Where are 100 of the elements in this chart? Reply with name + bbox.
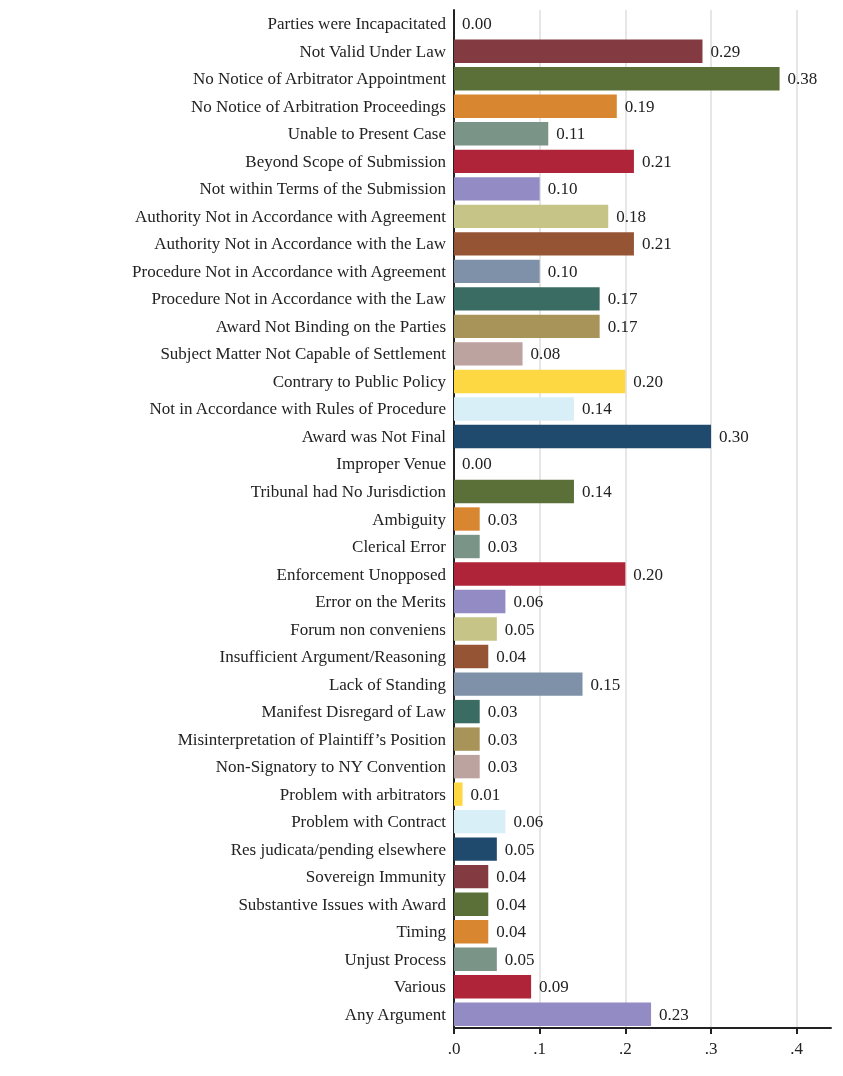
data-label: 0.03: [487, 509, 518, 529]
y-tick-label: Award was Not Final: [301, 426, 447, 446]
y-tick-label: Enforcement Unopposed: [276, 564, 447, 584]
data-label: 0.20: [633, 371, 664, 391]
data-label: 0.21: [641, 234, 672, 254]
bar: [454, 177, 540, 201]
y-tick-label: Substantive Issues with Award: [238, 894, 447, 914]
bar: [454, 507, 480, 531]
y-tick-label: Award Not Binding on the Parties: [215, 316, 446, 336]
y-tick-label: Any Argument: [344, 1004, 447, 1024]
bar: [454, 39, 703, 63]
data-label: 0.05: [504, 949, 535, 969]
bar: [454, 920, 489, 944]
y-tick-label: Insufficient Argument/Reasoning: [219, 647, 447, 667]
data-label: 0.17: [607, 316, 638, 336]
x-tick-label: .3: [704, 1039, 718, 1058]
data-label: 0.18: [616, 206, 646, 226]
bar: [454, 644, 489, 669]
y-tick-label: Procedure Not in Accordance with the Law: [151, 289, 447, 309]
bar: [454, 479, 574, 504]
data-label: 0.15: [590, 674, 621, 694]
bar: [454, 837, 497, 861]
x-tick-label: .4: [790, 1039, 804, 1058]
data-label: 0.20: [633, 564, 664, 584]
bar: [454, 975, 532, 999]
bar: [454, 727, 480, 751]
x-tick-label: .1: [533, 1039, 547, 1058]
data-label: 0.08: [530, 344, 561, 364]
data-label: 0.03: [487, 702, 518, 722]
data-label: 0.14: [581, 481, 613, 501]
y-tick-label: Misinterpretation of Plaintiff’s Position: [177, 729, 447, 749]
bar: [454, 424, 712, 449]
y-tick-label: No Notice of Arbitrator Appointment: [192, 69, 447, 89]
data-label: 0.14: [581, 399, 613, 419]
data-label: 0.23: [659, 1004, 689, 1024]
data-label: 0.29: [710, 41, 741, 61]
bar: [454, 947, 497, 971]
data-label: 0.00: [462, 454, 492, 474]
bar: [454, 149, 634, 174]
bar: [454, 754, 480, 779]
y-tick-label: Res judicata/pending elsewhere: [230, 839, 446, 859]
y-tick-label: Authority Not in Accordance with Agreement: [134, 206, 447, 226]
bar: [454, 314, 600, 339]
bar: [454, 809, 506, 834]
x-tick-label: .0: [447, 1039, 461, 1058]
bar: [454, 589, 506, 614]
y-tick-label: Unable to Present Case: [287, 124, 446, 144]
y-tick-label: Lack of Standing: [328, 674, 447, 694]
bar: [454, 534, 480, 559]
bar: [454, 259, 540, 284]
bar: [454, 287, 600, 311]
y-tick-label: Sovereign Immunity: [305, 867, 447, 887]
y-tick-label: Not Valid Under Law: [299, 41, 447, 61]
data-label: 0.10: [547, 179, 578, 199]
data-label: 0.03: [487, 757, 518, 777]
y-tick-label: Problem with arbitrators: [279, 784, 446, 804]
data-label: 0.17: [607, 289, 638, 309]
bar: [454, 94, 617, 118]
bar: [454, 782, 463, 806]
data-label: 0.05: [504, 619, 535, 639]
data-label: 0.03: [487, 537, 518, 557]
y-tick-label: Non-Signatory to NY Convention: [215, 757, 447, 777]
y-tick-label: Beyond Scope of Submission: [245, 151, 447, 171]
bar: [454, 397, 574, 421]
data-label: 0.04: [496, 867, 527, 887]
y-tick-label: Procedure Not in Accordance with Agreement: [132, 261, 447, 281]
y-tick-label: Contrary to Public Policy: [272, 371, 447, 391]
bar: [454, 232, 634, 256]
y-tick-label: Problem with Contract: [291, 812, 447, 832]
y-tick-label: Unjust Process: [344, 949, 446, 969]
bar: [454, 864, 489, 889]
y-tick-label: Ambiguity: [372, 509, 447, 529]
y-tick-label: Not within Terms of the Submission: [199, 179, 447, 199]
data-label: 0.30: [719, 426, 749, 446]
y-tick-label: Improper Venue: [336, 454, 446, 474]
y-tick-label: Tribunal had No Jurisdiction: [250, 481, 447, 501]
data-label: 0.01: [470, 784, 501, 804]
data-label: 0.04: [496, 647, 527, 667]
y-tick-label: Parties were Incapacitated: [267, 14, 447, 34]
y-tick-label: Manifest Disregard of Law: [261, 702, 447, 722]
data-label: 0.00: [462, 14, 492, 34]
bar: [454, 562, 626, 586]
data-label: 0.04: [496, 922, 527, 942]
data-label: 0.11: [556, 124, 586, 144]
y-tick-label: Error on the Merits: [315, 592, 446, 612]
bar: [454, 699, 480, 724]
y-tick-label: Forum non conveniens: [290, 619, 446, 639]
bar: [454, 122, 549, 146]
bar: [454, 672, 583, 696]
y-tick-label: Authority Not in Accordance with the Law: [154, 234, 447, 254]
y-tick-label: Various: [394, 977, 446, 997]
bar: [454, 369, 626, 394]
y-tick-label: Subject Matter Not Capable of Settlement: [160, 344, 447, 364]
data-label: 0.21: [641, 151, 672, 171]
bar: [454, 342, 523, 366]
y-tick-label: No Notice of Arbitration Proceedings: [191, 96, 446, 116]
data-label: 0.10: [547, 261, 578, 281]
data-label: 0.03: [487, 729, 518, 749]
bar: [454, 67, 780, 91]
data-label: 0.19: [624, 96, 655, 116]
